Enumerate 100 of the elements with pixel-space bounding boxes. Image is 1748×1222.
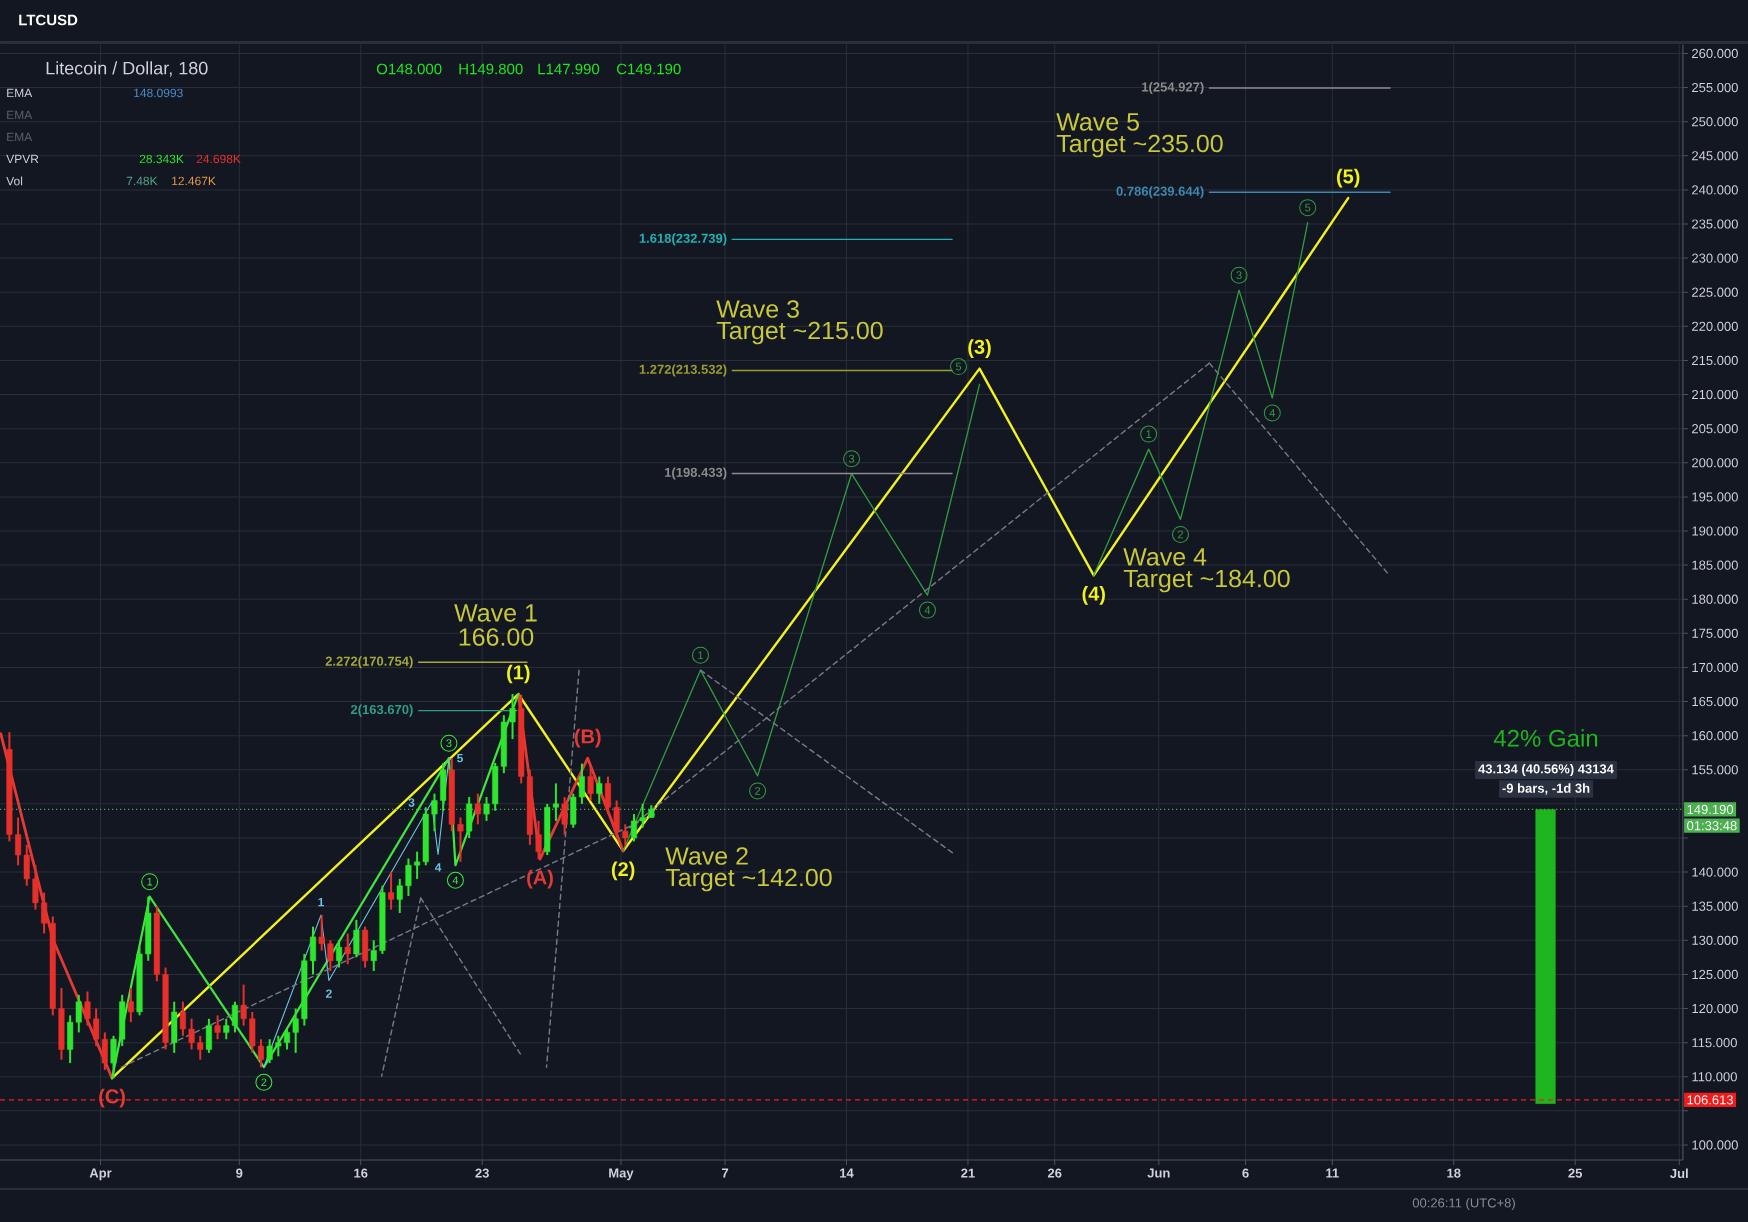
annotation: (A): [527, 869, 553, 889]
x-tick-label: 21: [961, 1168, 975, 1178]
annotation: (5): [1336, 168, 1360, 188]
ref-line-label: 149.190: [1687, 804, 1734, 814]
y-tick-label: 155.000: [1692, 765, 1738, 775]
annotation: 1: [318, 897, 324, 907]
x-tick-label: 9: [236, 1168, 243, 1178]
y-tick-label: 140.000: [1692, 867, 1738, 877]
y-tick-label: 235.000: [1692, 219, 1738, 229]
annotation: Target ~235.00: [1056, 134, 1223, 158]
annotation: Wave 5: [1056, 113, 1139, 131]
annotation: 5: [955, 362, 962, 371]
y-tick-label: 185.000: [1692, 560, 1738, 570]
annotation: (4): [1082, 586, 1105, 605]
annotation: EMA: [7, 88, 33, 98]
text: 00:26:11 (UTC+8): [1412, 1197, 1515, 1211]
y-tick-label: 165.000: [1692, 696, 1738, 707]
y-tick-label: 160.000: [1692, 731, 1738, 741]
annotation: 1: [147, 877, 153, 886]
y-tick-label: 190.000: [1692, 526, 1738, 536]
annotation: 43.134 (40.56%) 43134: [1478, 763, 1614, 777]
annotation: 24.698K: [196, 154, 241, 164]
annotation: 28.343K: [139, 154, 184, 164]
y-tick-label: 180.000: [1692, 594, 1738, 604]
series-label: 1.272(213.532): [639, 364, 727, 377]
y-tick-label: 255.000: [1692, 82, 1738, 93]
annotation: 7.48K: [126, 176, 158, 186]
annotation: 1: [1146, 430, 1152, 438]
x-tick-label: Apr: [89, 1168, 112, 1181]
annotation: 3: [408, 798, 415, 807]
y-tick-label: 100.000: [1692, 1140, 1738, 1150]
annotation: 1: [698, 651, 704, 659]
annotation: 3: [1236, 271, 1242, 280]
text: Litecoin / Dollar, 180: [46, 61, 208, 77]
annotation: Wave 3: [716, 300, 799, 318]
annotation: 4: [434, 863, 442, 872]
annotation: (B): [574, 728, 601, 748]
annotation: 2: [755, 787, 761, 795]
x-tick-label: Jul: [1670, 1168, 1688, 1179]
x-tick-label: 18: [1447, 1168, 1461, 1178]
series-label: 0.786(239.644): [1116, 186, 1204, 199]
x-tick-label: 23: [475, 1168, 489, 1178]
annotation: (2): [611, 861, 635, 881]
y-tick-label: 175.000: [1692, 628, 1738, 638]
annotation: 148.0993: [134, 88, 183, 98]
y-tick-label: 210.000: [1692, 389, 1738, 400]
y-tick-label: 240.000: [1692, 185, 1738, 195]
annotation: Target ~215.00: [716, 321, 883, 345]
annotation: 42% Gain: [1493, 729, 1598, 747]
annotation: 4: [924, 606, 931, 614]
annotation: Target ~184.00: [1123, 569, 1290, 593]
y-tick-label: 260.000: [1692, 48, 1738, 59]
y-tick-label: 220.000: [1692, 321, 1738, 331]
annotation: -9 bars, -1d 3h: [1502, 783, 1590, 795]
x-tick-label: 14: [840, 1168, 854, 1178]
annotation: 2: [261, 1078, 267, 1087]
annotation: Vol: [6, 176, 23, 186]
ref-line-label: 106.613: [1687, 1095, 1734, 1105]
annotation: H149.800: [459, 63, 523, 75]
annotation: 2: [1177, 530, 1183, 539]
annotation: L147.990: [538, 63, 600, 75]
text: 01:33:48: [1687, 821, 1737, 831]
annotation: Wave 2: [665, 847, 748, 865]
annotation: 12.467K: [172, 176, 216, 186]
x-tick-label: 11: [1326, 1168, 1339, 1178]
y-tick-label: 195.000: [1692, 492, 1738, 502]
y-tick-label: 110.000: [1692, 1072, 1737, 1082]
series-label: 2.272(170.754): [325, 656, 413, 669]
y-tick-label: 130.000: [1692, 935, 1738, 945]
series-label: 1(254.927): [1142, 81, 1204, 95]
y-tick-label: 250.000: [1692, 117, 1738, 127]
annotation: EMA: [7, 132, 33, 142]
y-tick-label: 200.000: [1692, 458, 1738, 468]
y-tick-label: 135.000: [1692, 901, 1738, 911]
annotation: 2: [326, 989, 332, 998]
annotation: 4: [1269, 409, 1276, 417]
y-tick-label: 245.000: [1692, 151, 1738, 161]
y-tick-label: 230.000: [1692, 253, 1738, 263]
series-label: 1(198.433): [665, 467, 727, 480]
annotation: Wave 1: [454, 604, 537, 622]
y-tick-label: 205.000: [1692, 424, 1738, 434]
x-tick-label: 26: [1047, 1168, 1062, 1178]
annotation: 3: [446, 739, 452, 748]
x-tick-label: 25: [1568, 1168, 1583, 1178]
annotation: 166.00: [459, 628, 534, 646]
y-tick-label: 125.000: [1692, 969, 1738, 980]
series-label: 2(163.670): [350, 704, 413, 717]
annotation: 5: [1305, 203, 1311, 212]
annotation: C149.190: [616, 63, 681, 75]
annotation: 3: [848, 454, 855, 463]
x-tick-label: 7: [722, 1168, 729, 1178]
x-tick-label: 6: [1242, 1168, 1249, 1178]
y-tick-label: 115.000: [1692, 1038, 1737, 1048]
y-tick-label: 225.000: [1692, 287, 1738, 297]
annotation: 4: [452, 876, 459, 885]
y-tick-label: 120.000: [1692, 1003, 1738, 1014]
x-tick-label: May: [609, 1168, 634, 1181]
series-label: 1.618(232.739): [639, 233, 727, 246]
annotation: Wave 4: [1123, 548, 1207, 566]
x-tick-label: Jun: [1147, 1168, 1170, 1178]
